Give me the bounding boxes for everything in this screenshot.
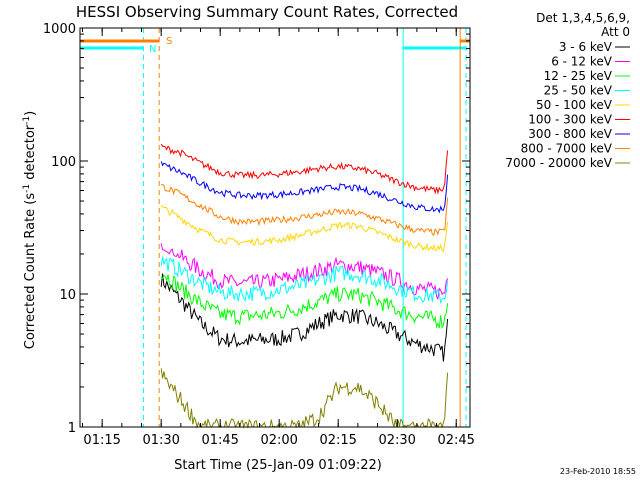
x-tick-label-0: 01:15 [83,433,120,448]
legend-label-1: 6 - 12 keV [551,55,613,69]
footer-timestamp: 23-Feb-2010 18:55 [560,467,636,476]
series-line-7 [161,183,449,236]
legend-label-2: 12 - 25 keV [544,69,613,83]
x-axis-label: Start Time (25-Jan-09 01:09:22) [174,458,382,473]
x-tick-label-2: 01:45 [201,433,238,448]
series-layer [160,143,449,429]
legend-header-1: Det 1,3,4,5,6,9, [536,11,630,25]
x-tick-label-1: 01:30 [142,433,179,448]
interval-markers [79,28,471,427]
chart-title: HESSI Observing Summary Count Rates, Cor… [76,3,458,21]
y-axis-label-main: Corrected Count Rate (s [23,193,38,350]
y-tick-label-3: 1000 [43,22,76,37]
x-tick-label-4: 02:15 [319,433,356,448]
series-line-5 [160,143,449,195]
legend-label-4: 50 - 100 keV [536,98,613,112]
series-line-8 [160,368,449,429]
legend-label-5: 100 - 300 keV [528,113,612,127]
legend-label-3: 25 - 50 keV [544,84,613,98]
y-axis-label-mid: detector [23,124,38,184]
series-line-4 [160,204,449,253]
series-line-3 [160,256,449,305]
x-tick-label-5: 02:30 [378,433,415,448]
y-tick-label-2: 100 [51,155,76,170]
y-axis-label-sup: -1 [22,184,32,193]
marker-s-label: S [166,36,172,47]
series-line-2 [160,274,449,329]
legend-label-7: 800 - 7000 keV [521,142,613,156]
y-tick-label-1: 10 [59,288,76,303]
plot-frame [79,27,471,428]
legend-label-8: 7000 - 20000 keV [505,156,612,170]
legend-header-2: Att 0 [601,25,630,39]
y-axis-label: Corrected Count Rate (s-1 detector-1) [22,111,38,349]
legend-label-6: 300 - 800 keV [528,127,612,141]
legend-label-0: 3 - 6 keV [559,40,613,54]
series-line-6 [160,161,449,214]
y-axis-label-end: ) [23,111,38,116]
marker-n-label: N [149,44,156,55]
y-tick-label-0: 1 [68,421,76,436]
y-axis-label-sup2: -1 [22,116,32,125]
series-line-0 [160,273,449,362]
x-tick-label-3: 02:00 [260,433,297,448]
x-tick-label-6: 02:45 [437,433,474,448]
axes-layer: 01:15 01:30 01:45 02:00 02:15 02:30 02:45 1 10 10… [43,22,475,448]
